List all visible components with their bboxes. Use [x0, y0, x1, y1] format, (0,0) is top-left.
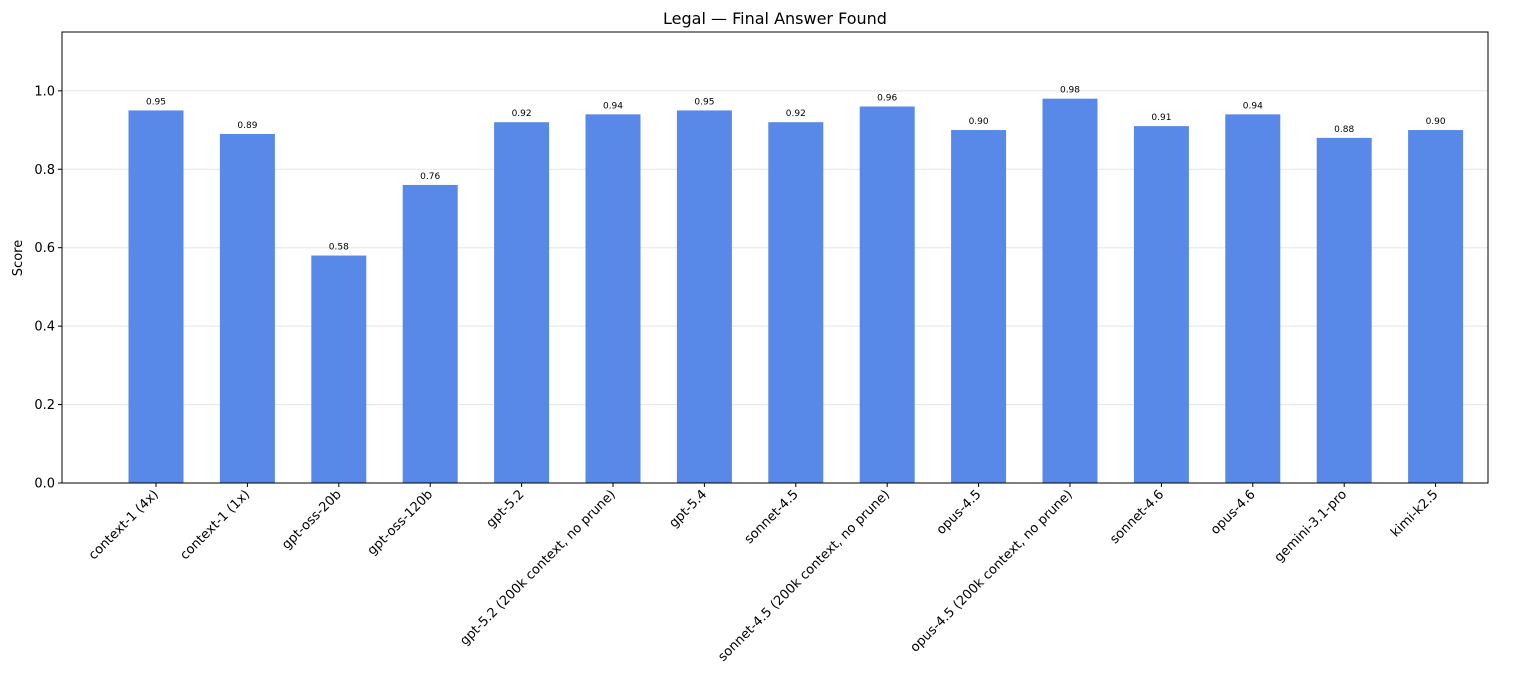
bar-value-label: 0.94 — [603, 101, 623, 111]
x-tick-label: sonnet-4.5 — [742, 487, 802, 547]
bar-value-label: 0.95 — [146, 97, 166, 107]
x-tick-label: sonnet-4.6 — [1107, 487, 1167, 547]
bar — [1133, 126, 1189, 484]
bar — [676, 110, 732, 483]
bar — [1316, 137, 1372, 483]
bar-value-label: 0.92 — [512, 109, 532, 119]
x-tick-label: gpt-oss-120b — [365, 487, 436, 558]
x-tick-label: context-1 (4x) — [86, 487, 162, 563]
bar-value-label: 0.98 — [1060, 86, 1080, 96]
bar — [1408, 130, 1464, 484]
y-tick-label: 0.8 — [34, 163, 55, 178]
bar — [951, 130, 1007, 484]
x-tick-label: gpt-5.2 — [484, 487, 528, 531]
y-tick-label: 0.0 — [34, 477, 55, 492]
x-tick-label: gpt-5.4 — [666, 487, 710, 531]
bar — [1042, 98, 1098, 484]
y-tick-label: 0.4 — [34, 320, 55, 335]
y-tick-label: 1.0 — [34, 84, 55, 99]
plot-frame — [61, 31, 1489, 484]
bar-value-label: 0.88 — [1334, 125, 1354, 135]
bar-value-label: 0.89 — [237, 121, 257, 131]
bar-value-label: 0.92 — [786, 109, 806, 119]
x-tick-label: opus-4.5 (200k context, no prune) — [908, 487, 1076, 655]
bar — [402, 184, 458, 484]
x-tick-label: context-1 (1x) — [177, 487, 253, 563]
bar-value-label: 0.90 — [1426, 117, 1446, 127]
x-tick-label: gpt-oss-20b — [279, 487, 344, 552]
bar-value-label: 0.94 — [1243, 101, 1263, 111]
bar — [311, 255, 367, 483]
bar — [859, 106, 915, 483]
bar — [219, 133, 275, 483]
bar — [494, 122, 550, 483]
x-tick-label: sonnet-4.5 (200k context, no prune) — [715, 487, 893, 665]
bar-value-label: 0.95 — [694, 97, 714, 107]
y-tick-label: 0.2 — [34, 398, 55, 413]
bar-value-label: 0.76 — [420, 172, 440, 182]
x-tick-label: gemini-3.1-pro — [1272, 487, 1350, 565]
bar — [768, 122, 824, 483]
x-tick-label: opus-4.6 — [1208, 487, 1259, 538]
bar-value-label: 0.90 — [969, 117, 989, 127]
x-tick-label: gpt-5.2 (200k context, no prune) — [457, 487, 618, 648]
x-tick-label: kimi-k2.5 — [1388, 487, 1441, 540]
chart-title: Legal — Final Answer Found — [663, 9, 887, 28]
bar — [1225, 114, 1281, 484]
bar — [585, 114, 641, 484]
bar-value-label: 0.91 — [1151, 113, 1171, 123]
y-tick-label: 0.6 — [34, 241, 55, 256]
y-axis-label: Score — [11, 240, 26, 276]
bar-value-label: 0.58 — [329, 243, 349, 253]
bar-value-label: 0.96 — [877, 94, 897, 104]
bar — [128, 110, 184, 483]
x-tick-label: opus-4.5 — [934, 487, 985, 538]
